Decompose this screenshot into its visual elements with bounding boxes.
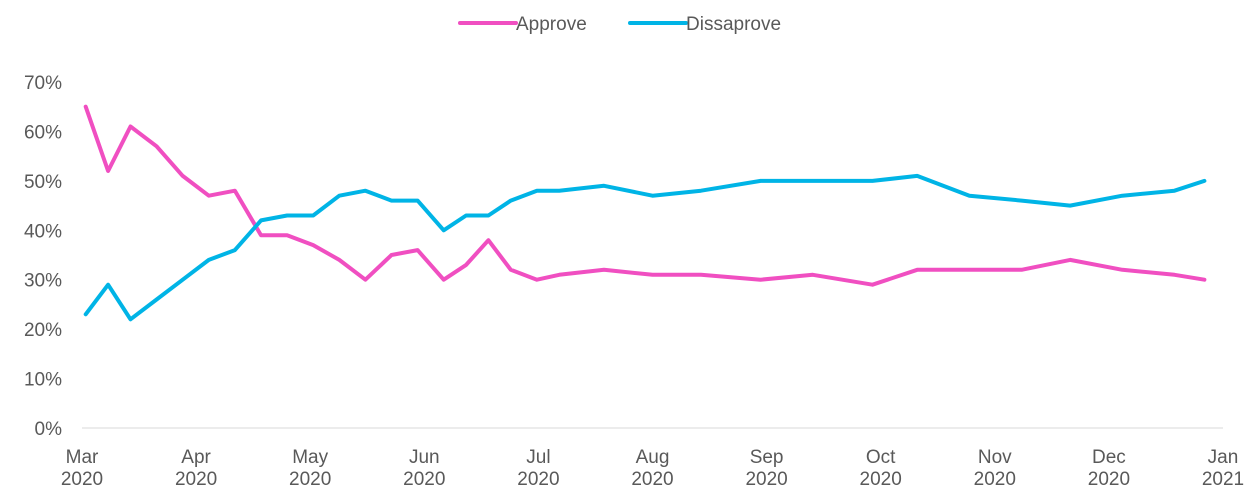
x-tick-label: Dec 2020	[1088, 447, 1130, 490]
legend-label: Dissaprove	[686, 14, 781, 35]
y-tick-label: 10%	[24, 370, 62, 391]
x-tick-label: May 2020	[289, 447, 331, 490]
y-tick-label: 20%	[24, 320, 62, 341]
series-line-dissaprove	[83, 173, 1207, 322]
x-tick-label: Mar 2020	[61, 447, 103, 490]
y-tick-label: 60%	[24, 122, 62, 143]
x-tick-label: Jun 2020	[403, 447, 445, 490]
series-line-approve	[83, 104, 1207, 287]
series-lines	[83, 104, 1207, 322]
x-tick-label: Nov 2020	[974, 447, 1016, 490]
x-axis-ticks: Mar 2020 Apr 2020 May 2020 Jun 2020 Jul 2020 Aug 20…	[61, 447, 1244, 490]
x-tick-label: Oct 2020	[860, 447, 902, 490]
y-tick-label: 40%	[24, 221, 62, 242]
x-tick-label: Jul 2020	[517, 447, 559, 490]
x-tick-label: Aug 2020	[631, 447, 673, 490]
y-tick-label: 50%	[24, 172, 62, 193]
x-tick-label: Apr 2020	[175, 447, 217, 490]
legend-label: Approve	[516, 14, 587, 35]
y-tick-label: 30%	[24, 271, 62, 292]
y-tick-label: 0%	[35, 419, 63, 440]
x-tick-label: Sep 2020	[745, 447, 787, 490]
y-tick-label: 70%	[24, 73, 62, 94]
y-axis-ticks: 0% 10% 20% 30% 40% 50% 60% 70%	[24, 73, 62, 440]
legend: Approve Dissaprove	[458, 14, 781, 35]
x-tick-label: Jan 2021	[1202, 447, 1244, 490]
